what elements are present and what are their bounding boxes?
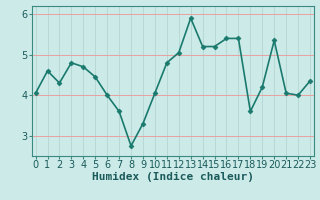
X-axis label: Humidex (Indice chaleur): Humidex (Indice chaleur) [92,172,254,182]
